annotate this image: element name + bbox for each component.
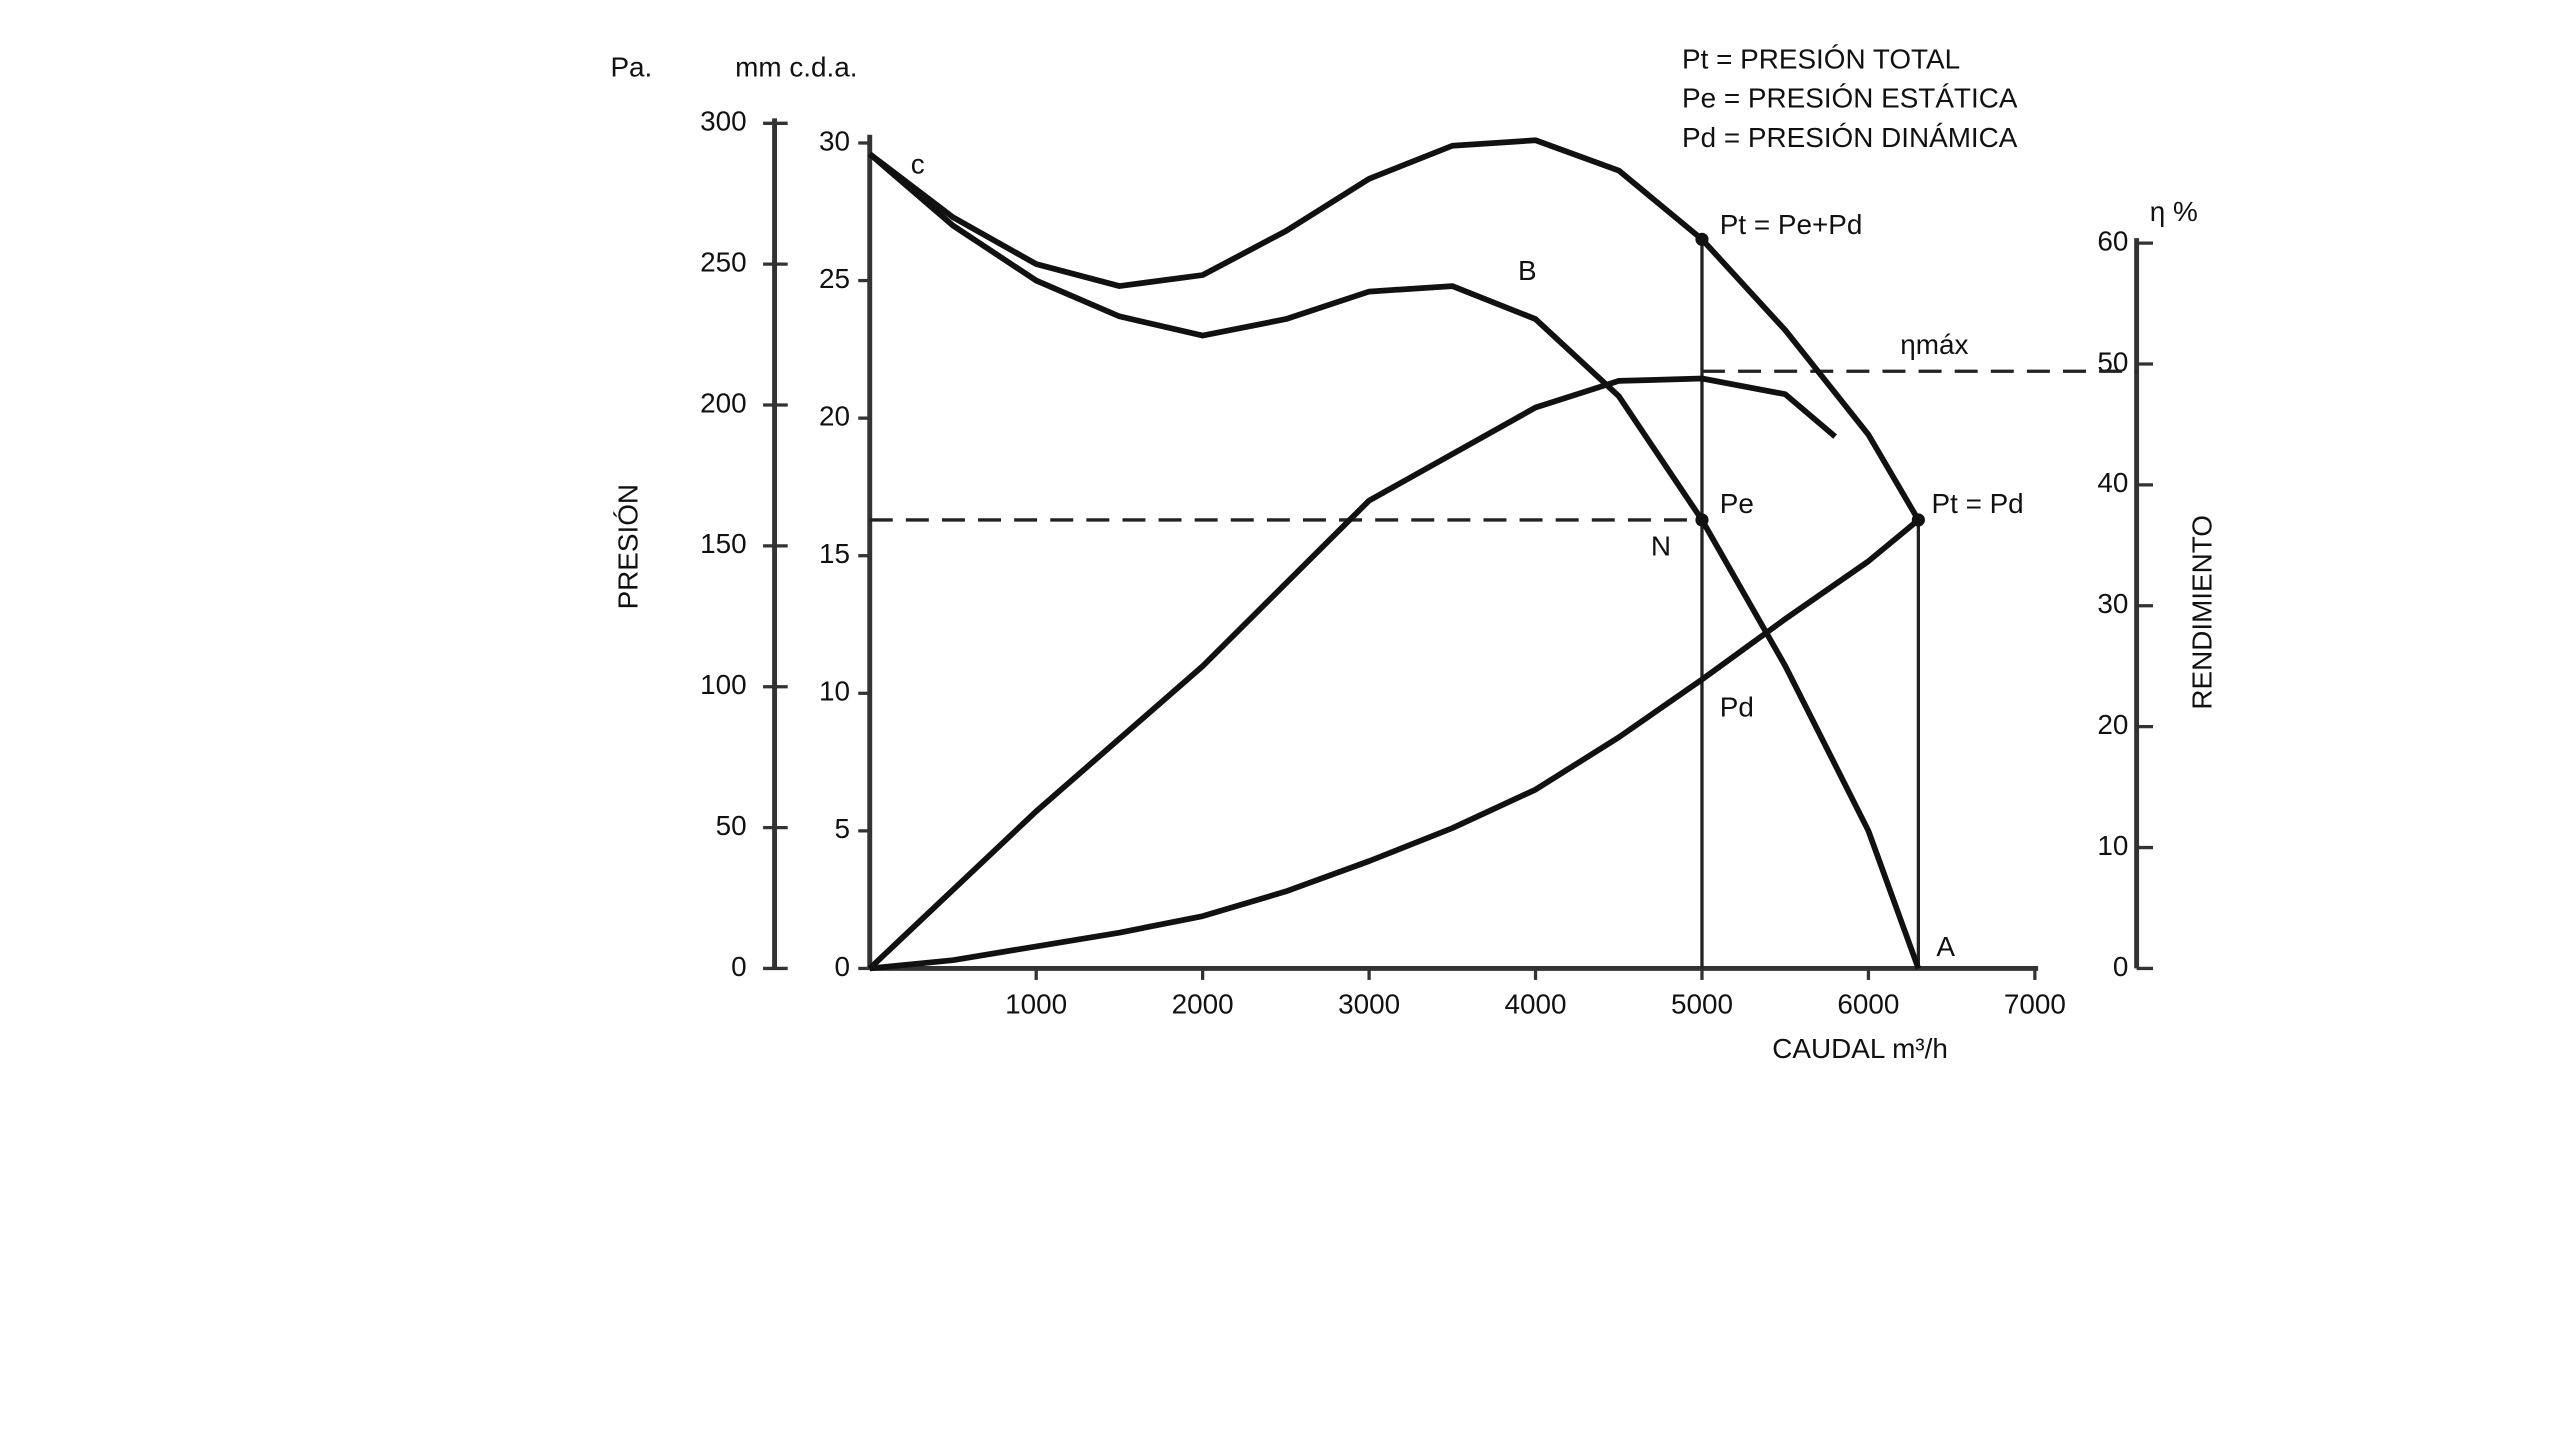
point-label: A <box>1936 931 1955 962</box>
curve-label: Pd <box>1720 692 1754 723</box>
legend-line: Pt = PRESIÓN TOTAL <box>1682 43 1960 74</box>
pa-tick-label: 150 <box>700 528 747 559</box>
pa-tick-label: 50 <box>716 810 747 841</box>
x-label: CAUDAL m³/h <box>1772 1033 1948 1064</box>
x-tick-label: 3000 <box>1338 989 1400 1020</box>
x-tick-label: 4000 <box>1505 989 1567 1020</box>
y2-tick-label: 60 <box>2097 225 2128 256</box>
point-label: B <box>1518 255 1537 286</box>
y2-label: RENDIMIENTO <box>2186 515 2217 710</box>
pa-tick-label: 0 <box>731 951 747 982</box>
y-tick-label: 15 <box>819 538 850 569</box>
legend-line: Pe = PRESIÓN ESTÁTICA <box>1682 83 2018 114</box>
y-tick-label: 0 <box>835 951 851 982</box>
curve <box>867 151 1922 970</box>
curve-label: Pe <box>1720 488 1754 519</box>
y-tick-label: 20 <box>819 401 850 432</box>
legend-line: Pd = PRESIÓN DINÁMICA <box>1682 122 2018 153</box>
y2-tick-label: 30 <box>2097 588 2128 619</box>
curve <box>869 517 1921 972</box>
point <box>1911 513 1925 527</box>
y2-unit: η % <box>2150 196 2198 227</box>
x-tick-label: 5000 <box>1671 989 1733 1020</box>
y2-tick-label: 0 <box>2113 951 2129 982</box>
x-tick-label: 1000 <box>1005 989 1067 1020</box>
pa-tick-label: 100 <box>700 669 747 700</box>
y-tick-label: 5 <box>835 813 851 844</box>
y2-tick-label: 20 <box>2097 709 2128 740</box>
point <box>1695 232 1709 246</box>
curve <box>868 137 1921 522</box>
pa-tick-label: 250 <box>700 247 747 278</box>
y-tick-label: 30 <box>819 125 850 156</box>
point-label: N <box>1651 531 1671 562</box>
y2-tick-label: 40 <box>2097 467 2128 498</box>
x-tick-label: 7000 <box>2004 989 2066 1020</box>
curve <box>867 375 1837 971</box>
y-unit: mm c.d.a. <box>735 52 857 83</box>
x-tick-label: 6000 <box>1837 989 1899 1020</box>
eta-max-label: ηmáx <box>1900 329 1968 360</box>
y2-tick-label: 10 <box>2097 830 2128 861</box>
y-tick-label: 25 <box>819 263 850 294</box>
y-label: PRESIÓN <box>613 484 644 609</box>
point-label: c <box>911 148 925 179</box>
point <box>1695 513 1709 527</box>
pa-unit: Pa. <box>610 52 652 83</box>
curve-label: Pt = Pe+Pd <box>1720 209 1863 240</box>
x-tick-label: 2000 <box>1172 989 1234 1020</box>
end-label: Pt = Pd <box>1931 488 2023 519</box>
pa-tick-label: 300 <box>700 106 747 137</box>
y-tick-label: 10 <box>819 676 850 707</box>
pa-tick-label: 200 <box>700 387 747 418</box>
